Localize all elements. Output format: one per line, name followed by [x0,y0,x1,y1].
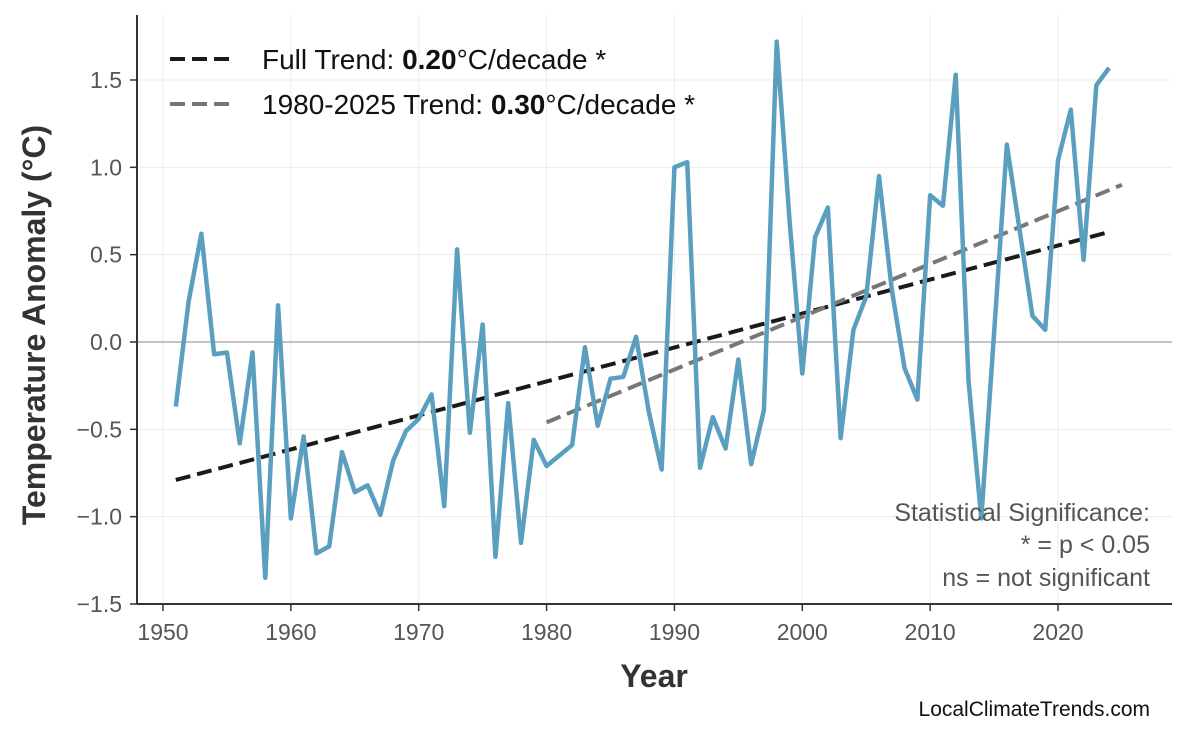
x-tick-label: 2020 [1032,619,1083,645]
data-points [176,41,1110,577]
legend-full-unit: °C/decade * [457,44,607,75]
y-tick-label: −1.5 [77,591,122,617]
x-tick-label: 2010 [905,619,956,645]
y-tick-label: −0.5 [77,416,122,442]
y-ticks: −1.5 −1.0 −0.5 0.0 0.5 1.0 1.5 [77,67,137,617]
legend-label-recent-trend: 1980-2025 Trend: 0.30°C/decade * [262,89,695,120]
y-axis-label: Temperature Anomaly (°C) [16,125,52,525]
y-tick-label: 1.5 [90,67,122,93]
trend-lines [176,185,1122,480]
x-axis-label: Year [620,658,688,694]
legend-full-value: 0.20 [402,44,457,75]
legend-recent-value: 0.30 [491,89,546,120]
significance-annotation: Statistical Significance: * = p < 0.05 n… [894,499,1150,592]
x-tick-label: 1950 [137,619,188,645]
annotation-line-3: ns = not significant [942,564,1150,592]
legend: Full Trend: 0.20°C/decade * 1980-2025 Tr… [170,44,695,120]
y-tick-label: 0.0 [90,329,122,355]
legend-recent-unit: °C/decade * [545,89,695,120]
y-tick-label: 0.5 [90,242,122,268]
annotation-line-1: Statistical Significance: [894,499,1150,527]
x-tick-label: 1970 [393,619,444,645]
x-ticks: 1950 1960 1970 1980 1990 2000 2010 2020 [137,604,1083,645]
x-tick-label: 1980 [521,619,572,645]
legend-label-full-trend: Full Trend: 0.20°C/decade * [262,44,606,75]
anomaly-series-line [176,42,1109,578]
legend-recent-name: 1980-2025 Trend: [262,89,491,120]
x-tick-label: 2000 [777,619,828,645]
annotation-line-2: * = p < 0.05 [1021,531,1150,559]
y-tick-label: −1.0 [77,504,122,530]
y-tick-label: 1.0 [90,154,122,180]
watermark: LocalClimateTrends.com [919,698,1150,721]
legend-full-name: Full Trend: [262,44,402,75]
x-tick-label: 1960 [265,619,316,645]
x-tick-label: 1990 [649,619,700,645]
